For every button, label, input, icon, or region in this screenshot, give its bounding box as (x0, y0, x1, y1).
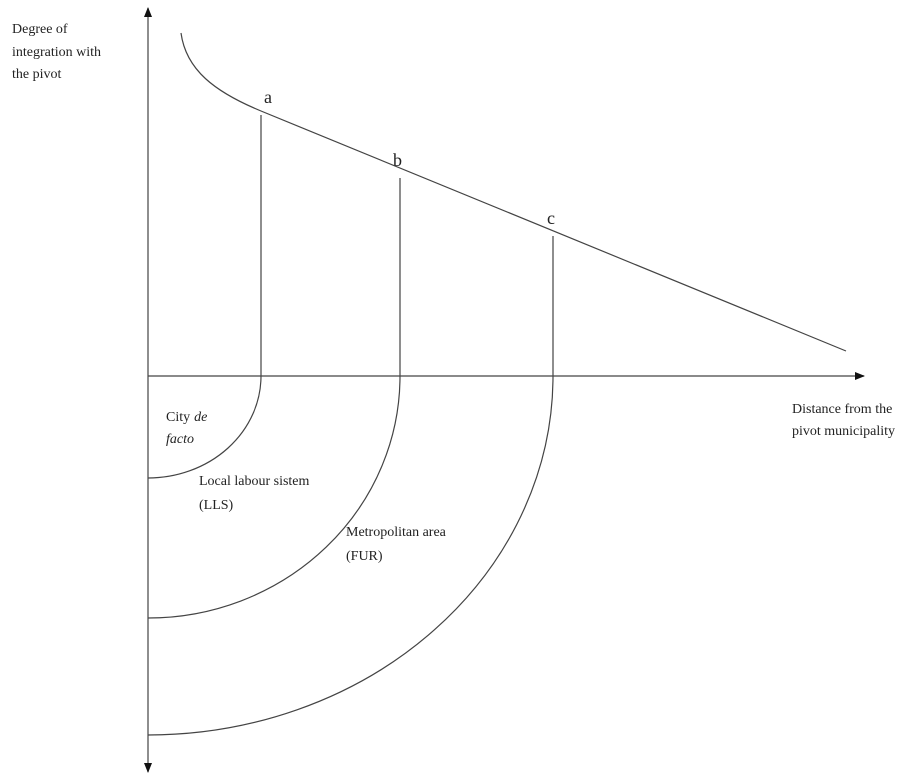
x-axis-label: Distance from the (792, 402, 892, 417)
y-axis-label: Degree of (12, 22, 68, 37)
point-label: c (547, 208, 555, 228)
arc-lls (147, 375, 401, 619)
region-label: (LLS) (199, 498, 234, 513)
region-label: Metropolitan area (346, 525, 447, 540)
region-label: (FUR) (346, 549, 383, 564)
point-label: a (264, 87, 272, 107)
region-label-part: de (194, 410, 207, 425)
arc-city (147, 375, 262, 479)
y-axis-label: integration with (12, 45, 101, 60)
y-axis-label: the pivot (12, 67, 61, 82)
region-label: facto (166, 432, 194, 447)
region-label: Local labour sistem (199, 474, 310, 489)
x-axis-label: pivot municipality (792, 424, 895, 439)
region-label-part: City (166, 410, 190, 425)
region-label: City de (166, 410, 207, 425)
integration-curve (180, 32, 847, 352)
arc-fur (147, 375, 554, 736)
point-label: b (393, 150, 402, 170)
